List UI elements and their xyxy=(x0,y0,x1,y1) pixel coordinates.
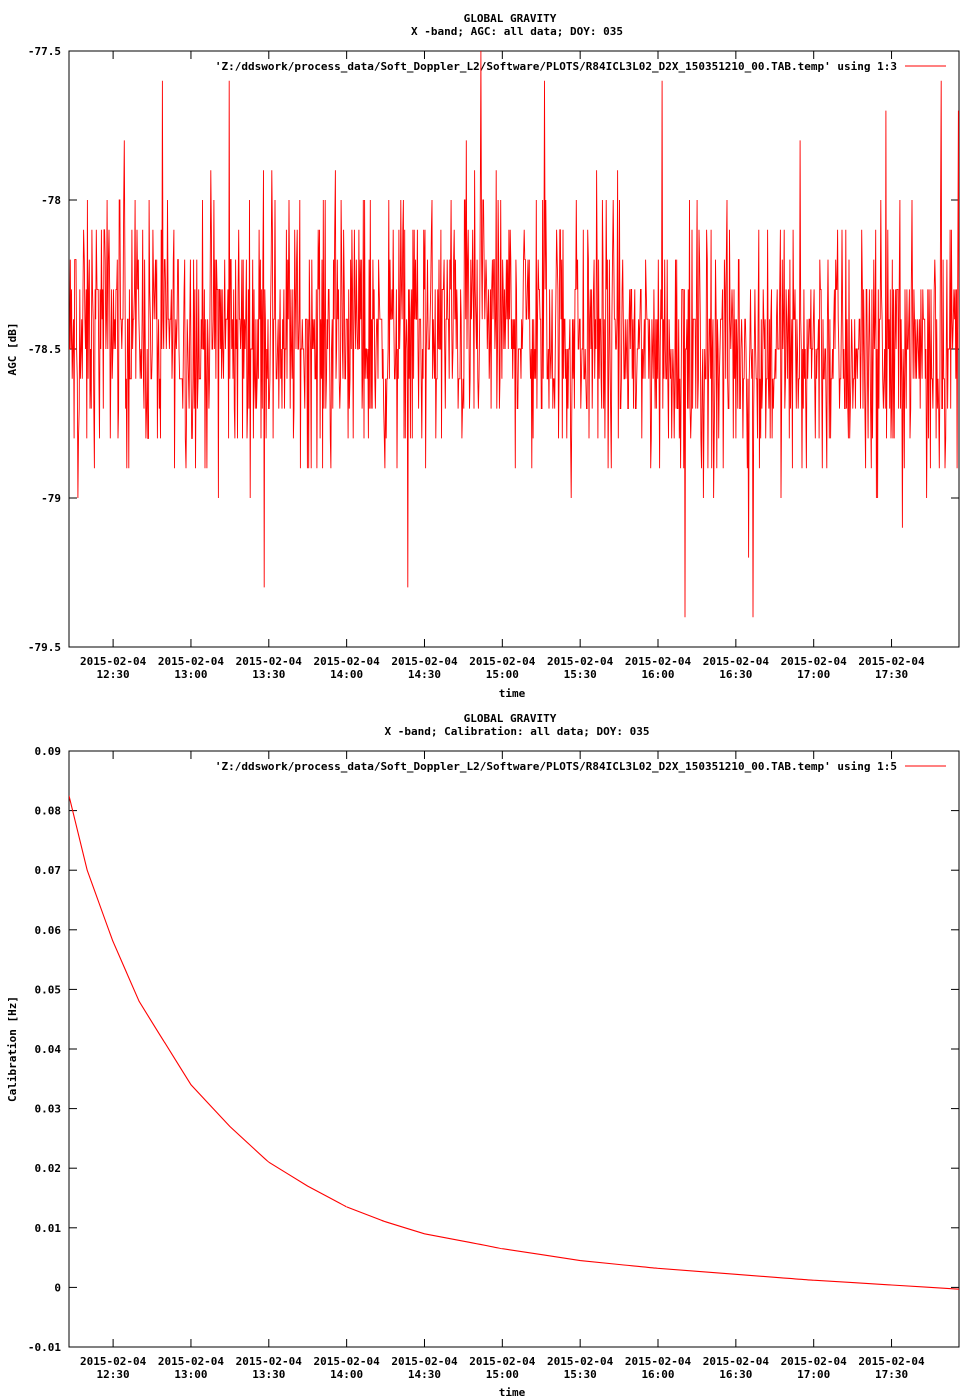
x-tick-time-label: 16:30 xyxy=(719,668,752,681)
x-tick-time-label: 15:00 xyxy=(486,1368,519,1381)
x-tick-time-label: 14:30 xyxy=(408,668,441,681)
x-tick-date-label: 2015-02-04 xyxy=(314,655,381,668)
y-tick-label: 0.09 xyxy=(35,745,62,758)
x-tick-time-label: 13:30 xyxy=(252,1368,285,1381)
y-axis-label: AGC [dB] xyxy=(6,323,19,376)
x-tick-time-label: 16:00 xyxy=(641,1368,674,1381)
x-tick-date-label: 2015-02-04 xyxy=(703,1355,770,1368)
chart-title: GLOBAL GRAVITY xyxy=(464,712,557,725)
x-tick-date-label: 2015-02-04 xyxy=(858,655,925,668)
y-tick-label: 0.04 xyxy=(35,1043,62,1056)
y-tick-label: -78.5 xyxy=(28,343,61,356)
chart-subtitle: X -band; AGC: all data; DOY: 035 xyxy=(411,25,623,38)
y-tick-label: 0 xyxy=(54,1281,61,1294)
x-tick-time-label: 14:00 xyxy=(330,668,363,681)
x-tick-date-label: 2015-02-04 xyxy=(158,655,225,668)
x-tick-time-label: 12:30 xyxy=(97,668,130,681)
x-tick-date-label: 2015-02-04 xyxy=(236,1355,303,1368)
x-tick-time-label: 13:30 xyxy=(252,668,285,681)
x-tick-date-label: 2015-02-04 xyxy=(625,1355,692,1368)
y-tick-label: -78 xyxy=(41,194,61,207)
x-tick-time-label: 15:00 xyxy=(486,668,519,681)
x-tick-time-label: 15:30 xyxy=(564,668,597,681)
x-tick-date-label: 2015-02-04 xyxy=(703,655,770,668)
x-tick-time-label: 14:00 xyxy=(330,1368,363,1381)
x-tick-date-label: 2015-02-04 xyxy=(469,655,536,668)
x-tick-date-label: 2015-02-04 xyxy=(314,1355,381,1368)
x-tick-date-label: 2015-02-04 xyxy=(236,655,303,668)
x-tick-date-label: 2015-02-04 xyxy=(625,655,692,668)
x-tick-date-label: 2015-02-04 xyxy=(781,655,848,668)
legend-label: 'Z:/ddswork/process_data/Soft_Doppler_L2… xyxy=(215,760,897,773)
x-tick-time-label: 17:30 xyxy=(875,668,908,681)
x-tick-time-label: 17:00 xyxy=(797,1368,830,1381)
chart-subtitle: X -band; Calibration: all data; DOY: 035 xyxy=(385,725,650,738)
y-tick-label: -79.5 xyxy=(28,641,61,654)
x-tick-time-label: 17:00 xyxy=(797,668,830,681)
chart-title: GLOBAL GRAVITY xyxy=(464,12,557,25)
x-tick-time-label: 14:30 xyxy=(408,1368,441,1381)
x-tick-date-label: 2015-02-04 xyxy=(547,1355,614,1368)
x-tick-date-label: 2015-02-04 xyxy=(781,1355,848,1368)
x-tick-date-label: 2015-02-04 xyxy=(158,1355,225,1368)
x-tick-date-label: 2015-02-04 xyxy=(80,655,147,668)
x-tick-time-label: 13:00 xyxy=(174,1368,207,1381)
x-tick-time-label: 15:30 xyxy=(564,1368,597,1381)
x-tick-date-label: 2015-02-04 xyxy=(858,1355,925,1368)
x-tick-date-label: 2015-02-04 xyxy=(391,1355,458,1368)
x-axis-label: time xyxy=(499,1386,526,1399)
y-axis-label: Calibration [Hz] xyxy=(6,996,19,1102)
x-tick-time-label: 13:00 xyxy=(174,668,207,681)
series-line xyxy=(69,795,959,1290)
y-tick-label: 0.06 xyxy=(35,924,62,937)
x-tick-time-label: 16:30 xyxy=(719,1368,752,1381)
y-tick-label: 0.01 xyxy=(35,1222,62,1235)
x-tick-time-label: 17:30 xyxy=(875,1368,908,1381)
y-tick-label: -0.01 xyxy=(28,1341,61,1354)
x-tick-date-label: 2015-02-04 xyxy=(391,655,458,668)
x-tick-time-label: 16:00 xyxy=(641,668,674,681)
y-tick-label: 0.08 xyxy=(35,805,62,818)
x-tick-date-label: 2015-02-04 xyxy=(547,655,614,668)
y-tick-label: 0.02 xyxy=(35,1162,62,1175)
legend-label: 'Z:/ddswork/process_data/Soft_Doppler_L2… xyxy=(215,60,897,73)
y-tick-label: 0.03 xyxy=(35,1103,62,1116)
y-tick-label: -79 xyxy=(41,492,61,505)
y-tick-label: 0.05 xyxy=(35,983,62,996)
x-axis-label: time xyxy=(499,687,526,700)
series-line xyxy=(69,51,959,618)
x-tick-time-label: 12:30 xyxy=(97,1368,130,1381)
x-tick-date-label: 2015-02-04 xyxy=(469,1355,536,1368)
plot-frame xyxy=(68,750,960,1348)
y-tick-label: -77.5 xyxy=(28,45,61,58)
y-tick-label: 0.07 xyxy=(35,864,62,877)
x-tick-date-label: 2015-02-04 xyxy=(80,1355,147,1368)
